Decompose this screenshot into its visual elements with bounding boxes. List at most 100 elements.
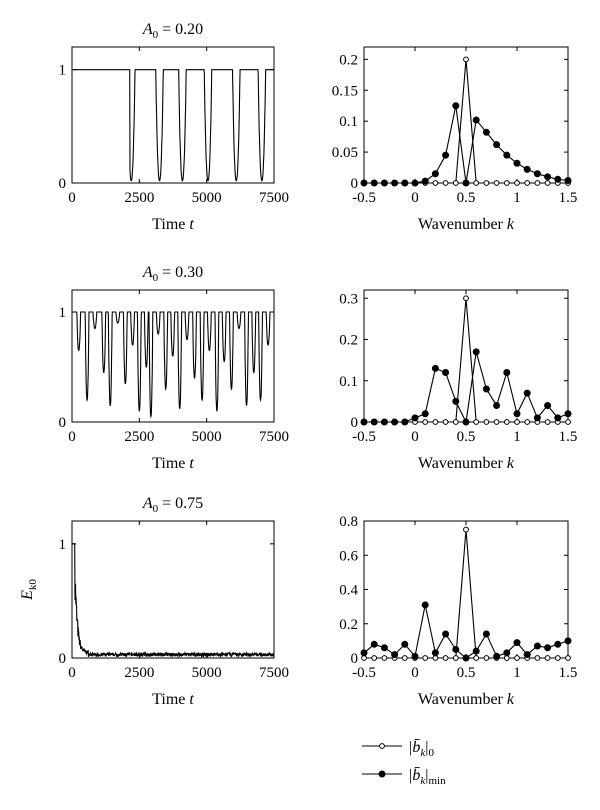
data-point-bmin [431, 364, 439, 372]
data-point-b0 [422, 419, 429, 425]
data-point-b0 [514, 419, 520, 425]
data-point-bmin [544, 644, 552, 652]
chart-title: A0 = 0.75 [142, 495, 203, 515]
data-point-bmin [360, 179, 368, 187]
data-point-b0 [565, 655, 571, 661]
data-point-bmin [564, 637, 572, 645]
plot-frame [71, 289, 275, 423]
y-tick-label: 0 [59, 651, 67, 667]
x-tick-label: 1 [513, 429, 521, 445]
chart-panel-r2-left: 0 2500 5000 7500 0 1 A0 = 0.30 Time t [59, 264, 290, 472]
data-point-bmin [421, 177, 429, 185]
legend-label-b0: |b̄k|0 [408, 739, 435, 759]
data-point-bmin [503, 151, 511, 159]
data-point-bmin [391, 418, 399, 426]
data-point-bmin [411, 414, 419, 422]
data-point-b0 [473, 655, 480, 661]
legend-marker-b0 [379, 743, 385, 749]
data-point-b0 [452, 419, 459, 425]
series-line-bmin [363, 604, 569, 659]
data-point-b0 [514, 655, 520, 661]
data-point-b0 [483, 655, 490, 661]
data-point-bmin [421, 410, 429, 418]
y-tick-label: 1 [59, 63, 67, 79]
data-point-bmin [431, 170, 439, 178]
data-point-bmin [462, 418, 470, 426]
data-point-b0 [483, 180, 490, 186]
data-point-bmin [442, 151, 450, 159]
data-point-b0 [381, 655, 388, 661]
data-point-b0 [554, 655, 561, 661]
data-point-bmin [493, 652, 501, 660]
data-point-b0 [493, 419, 500, 425]
chart-title: A0 = 0.30 [142, 264, 203, 284]
x-tick-label: 0 [411, 429, 419, 445]
time-series-line [72, 543, 275, 659]
x-tick-label: 7500 [259, 190, 289, 206]
data-point-bmin [370, 418, 378, 426]
y-tick-label: 0 [351, 176, 359, 192]
data-point-bmin [554, 414, 562, 422]
data-point-bmin [360, 418, 368, 426]
data-point-bmin [411, 179, 419, 187]
series-line-b0 [364, 529, 568, 659]
time-series-line [72, 311, 274, 419]
data-point-b0 [432, 180, 439, 186]
plot-frame [363, 46, 569, 184]
data-point-bmin [533, 642, 541, 650]
data-point-bmin [380, 179, 388, 187]
y-tick-label: 0.2 [339, 52, 358, 68]
data-point-b0 [534, 655, 541, 661]
data-point-bmin [513, 159, 521, 167]
x-axis-label: Time t [152, 455, 194, 472]
legend-label-bmin: |b̄k|min [408, 767, 446, 787]
data-point-bmin [482, 128, 490, 136]
data-point-bmin [431, 649, 439, 657]
data-point-bmin [401, 640, 409, 648]
legend-marker-bmin [378, 770, 386, 778]
data-point-bmin [523, 165, 531, 173]
data-point-bmin [380, 644, 388, 652]
data-point-bmin [472, 116, 480, 124]
data-point-bmin [493, 141, 501, 149]
data-point-b0 [452, 180, 459, 186]
data-point-b0 [401, 655, 408, 661]
x-tick-label: 7500 [259, 429, 289, 445]
data-point-bmin [564, 177, 572, 185]
x-tick-label: 1.5 [559, 665, 578, 681]
data-point-b0 [493, 180, 500, 186]
data-point-b0 [503, 180, 510, 186]
data-point-bmin [370, 179, 378, 187]
x-tick-label: 0 [411, 190, 419, 206]
x-tick-label: 1.5 [559, 190, 578, 206]
x-axis-label: Time t [152, 216, 194, 233]
x-axis-label: Wavenumber k [418, 691, 515, 708]
series-line-b0 [364, 298, 568, 423]
data-point-bmin [554, 640, 562, 648]
x-tick-label: 2500 [124, 429, 154, 445]
data-point-b0 [442, 419, 449, 425]
data-point-b0 [371, 655, 378, 661]
data-point-bmin [421, 601, 429, 609]
x-tick-label: 5000 [192, 429, 222, 445]
data-point-b0 [565, 419, 571, 425]
chart-panel-r1-left: 0 2500 5000 7500 0 1 A0 = 0.20 Time t [59, 21, 290, 233]
y-tick-label: 0.6 [339, 548, 358, 564]
data-point-bmin [523, 389, 531, 397]
data-point-bmin [493, 402, 501, 409]
y-tick-label: 0.3 [339, 291, 358, 307]
y-tick-label: 0.15 [332, 83, 358, 99]
data-point-b0 [463, 295, 469, 302]
data-point-b0 [544, 419, 551, 425]
x-tick-label: 1.5 [559, 429, 578, 445]
plot-frame [363, 289, 569, 423]
time-series-line [72, 69, 274, 182]
y-axis-label: Ek0 [19, 579, 39, 601]
y-tick-label: 0 [351, 415, 359, 431]
data-point-bmin [452, 397, 460, 405]
data-point-bmin [462, 179, 470, 187]
y-tick-label: 0.4 [339, 583, 358, 599]
x-tick-label: 0 [68, 190, 76, 206]
